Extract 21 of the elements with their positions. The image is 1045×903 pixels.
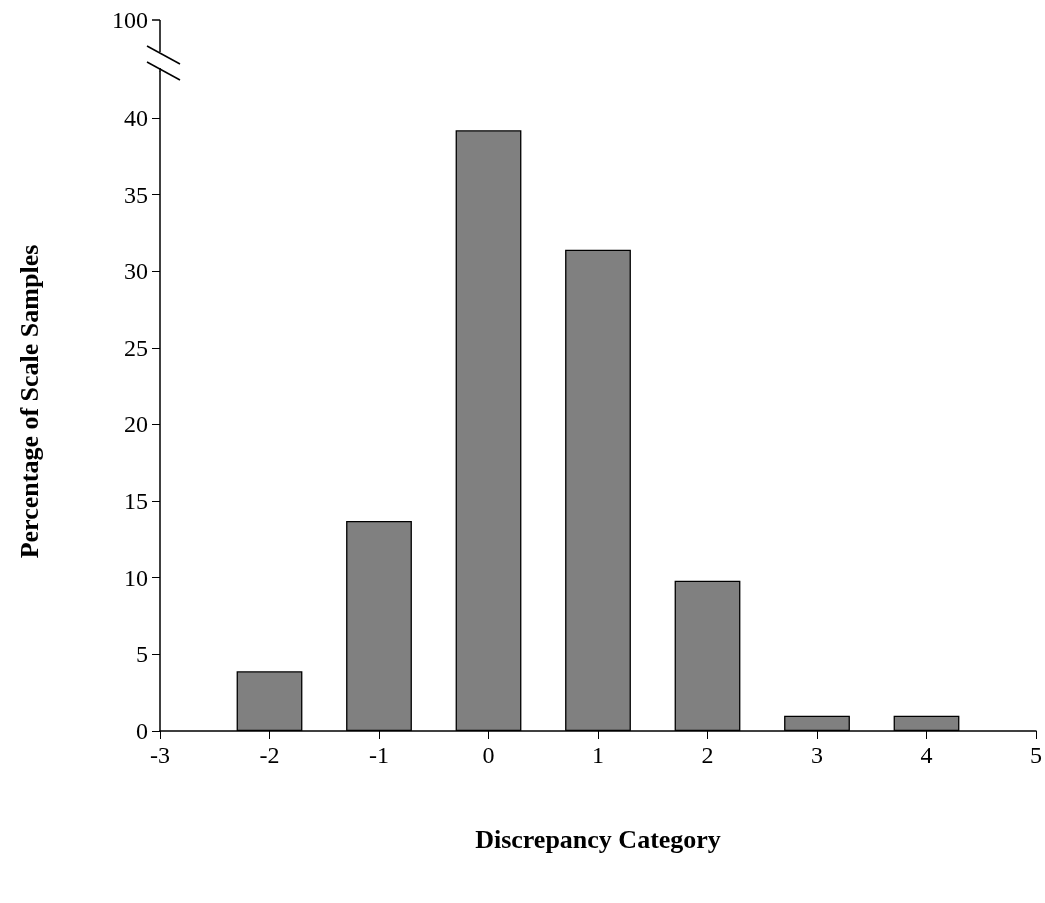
x-axis-title: Discrepancy Category [475,824,721,854]
y-tick-label: 40 [124,104,148,131]
y-tick-label: 30 [124,258,148,285]
y-tick-label: 15 [124,488,148,515]
x-tick-label: 4 [920,742,933,768]
y-tick-label: 35 [124,181,148,208]
x-tick-label: -3 [150,742,170,768]
y-tick-label: 20 [124,411,148,438]
x-tick-label: 0 [482,742,495,768]
x-tick-label: 1 [592,742,604,768]
y-tick-label: 0 [136,718,148,744]
x-tick-label: 3 [811,742,823,768]
x-tick-label: -1 [369,742,389,768]
x-tick-label: 2 [701,742,714,768]
x-tick-label: -2 [259,742,280,768]
y-axis-title: Percentage of Scale Samples [14,244,44,559]
y-tick-label: 10 [124,564,148,591]
x-tick-label: 5 [1030,742,1042,768]
text: 100 [112,7,148,33]
y-tick-label: 5 [136,641,148,668]
y-tick-label: 25 [124,334,148,361]
